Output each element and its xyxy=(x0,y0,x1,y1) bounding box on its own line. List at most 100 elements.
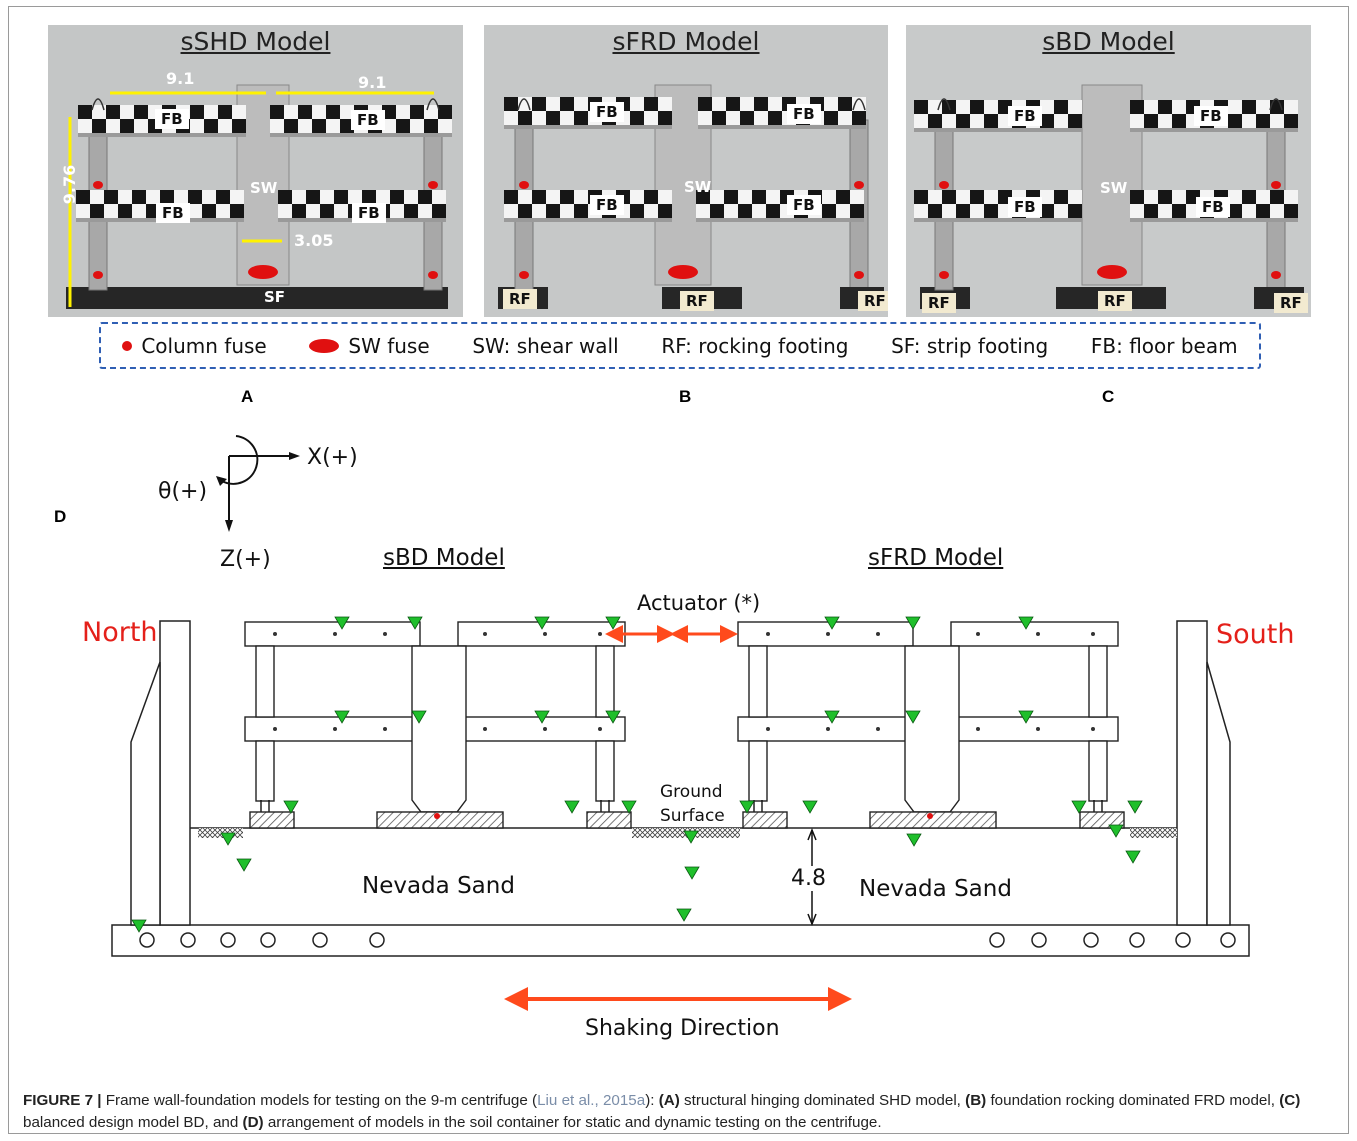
column xyxy=(255,645,275,718)
label-fb: FB xyxy=(787,195,821,215)
sensor-marker xyxy=(283,800,299,814)
instrument-dot xyxy=(333,632,337,636)
column-fuse xyxy=(93,271,103,279)
instrument-dot xyxy=(543,632,547,636)
footing xyxy=(376,811,504,829)
axis-z-label: Z(+) xyxy=(220,547,271,572)
sw-fuse-marker xyxy=(927,813,933,819)
wire-loop xyxy=(852,98,866,111)
sensor-marker xyxy=(1125,850,1141,864)
instrument-dot xyxy=(826,727,830,731)
wire-loop xyxy=(91,98,105,111)
sensor-marker xyxy=(824,616,840,630)
sensor-markers xyxy=(131,616,1143,933)
column xyxy=(748,740,768,802)
sensor-marker xyxy=(1127,800,1143,814)
sensor-marker xyxy=(802,800,818,814)
wire-loop xyxy=(937,98,951,111)
label-fb: FB xyxy=(352,203,386,223)
ground-label-line1: Ground xyxy=(660,782,723,802)
model-frames xyxy=(244,621,1125,829)
floor-beam xyxy=(696,190,864,222)
sensor-marker xyxy=(684,866,700,880)
column xyxy=(595,740,615,802)
instrument-dot xyxy=(976,727,980,731)
sensor-marker xyxy=(605,710,621,724)
label-sw: SW xyxy=(250,179,278,197)
north-label: North xyxy=(82,617,158,648)
wire-loop xyxy=(426,98,440,111)
instrument-dot xyxy=(483,727,487,731)
sensor-marker xyxy=(1018,710,1034,724)
column-fuse xyxy=(428,181,438,189)
sensor-marker xyxy=(605,616,621,630)
dimension-arrows xyxy=(68,91,434,307)
legend-box: Column fuse SW fuse SW: shear wall RF: r… xyxy=(99,322,1261,369)
label-fb: FB xyxy=(590,102,624,122)
instrument-dot xyxy=(766,632,770,636)
label-fb: FB xyxy=(1008,106,1042,126)
instrument-dot xyxy=(826,632,830,636)
instrument-dot xyxy=(1036,727,1040,731)
beam xyxy=(244,716,421,742)
instrument-dot xyxy=(876,632,880,636)
instrument-dot xyxy=(598,727,602,731)
label-fb: FB xyxy=(787,104,821,124)
caption-a-tag: (A) xyxy=(658,1092,680,1109)
floor-beam xyxy=(504,97,672,129)
floor-beam xyxy=(698,97,866,129)
sw-fuse-marker xyxy=(309,338,340,353)
instrument-dot xyxy=(543,727,547,731)
footing xyxy=(586,811,632,829)
figure-frame xyxy=(8,6,1349,1134)
instrument-dot xyxy=(333,727,337,731)
photo-a-image xyxy=(48,25,463,317)
caption-reference[interactable]: Liu et al., 2015a xyxy=(537,1092,646,1109)
axis-indicator xyxy=(216,435,300,532)
beam xyxy=(737,716,914,742)
footing-base xyxy=(66,287,448,309)
label-sf: SF xyxy=(264,288,286,306)
floor-beam xyxy=(78,105,246,137)
instrument-dot xyxy=(1091,727,1095,731)
sensor-marker xyxy=(824,710,840,724)
sensor-marker xyxy=(1108,824,1124,838)
wire-loop xyxy=(1269,98,1283,111)
legend-fb: FB: floor beam xyxy=(1091,334,1238,358)
sensor-marker xyxy=(1071,800,1087,814)
instrument-dot xyxy=(1036,632,1040,636)
caption-c-text: balanced design model BD, and xyxy=(23,1114,243,1131)
column-fuse xyxy=(939,181,949,189)
caption-c-tag: (C) xyxy=(1279,1092,1301,1109)
caption-b-text: foundation rocking dominated FRD model, xyxy=(986,1092,1280,1109)
sensor-marker xyxy=(905,616,921,630)
figure-caption: FIGURE 7 | Frame wall-foundation models … xyxy=(23,1090,1333,1134)
container-bolt-holes xyxy=(139,932,1236,948)
caption-b-tag: (B) xyxy=(965,1092,987,1109)
instrument-dot xyxy=(1091,632,1095,636)
instrument-dot xyxy=(483,632,487,636)
sensor-marker xyxy=(564,800,580,814)
panel-a-title: sSHD Model xyxy=(180,27,331,56)
sw-fuse xyxy=(668,265,698,279)
column-fuse-marker xyxy=(122,340,133,351)
caption-figure-number: FIGURE 7 | xyxy=(23,1092,102,1109)
label-rf: RF xyxy=(858,291,888,311)
sensor-marker xyxy=(621,800,637,814)
sand-right-label: Nevada Sand xyxy=(859,876,1012,902)
label-fb: FB xyxy=(155,109,189,129)
photo-panel-b: sFRD Model FB FB FB FB SW RF RF RF xyxy=(484,25,888,317)
wire-loop xyxy=(517,98,531,111)
caption-d-text: arrangement of models in the soil contai… xyxy=(263,1114,882,1131)
legend-rf: RF: rocking footing xyxy=(661,334,848,358)
label-rf: RF xyxy=(503,289,537,309)
instrument-dot xyxy=(273,632,277,636)
photo-c-image xyxy=(906,25,1311,317)
depth-label: 4.8 xyxy=(790,866,827,891)
actuator-label: Actuator (*) xyxy=(637,591,761,615)
label-sw: SW xyxy=(684,178,712,196)
dim-wall: 3.05 xyxy=(294,231,334,250)
beam xyxy=(737,621,914,647)
left-model-title: sBD Model xyxy=(383,545,505,571)
floor-beam xyxy=(504,190,672,222)
